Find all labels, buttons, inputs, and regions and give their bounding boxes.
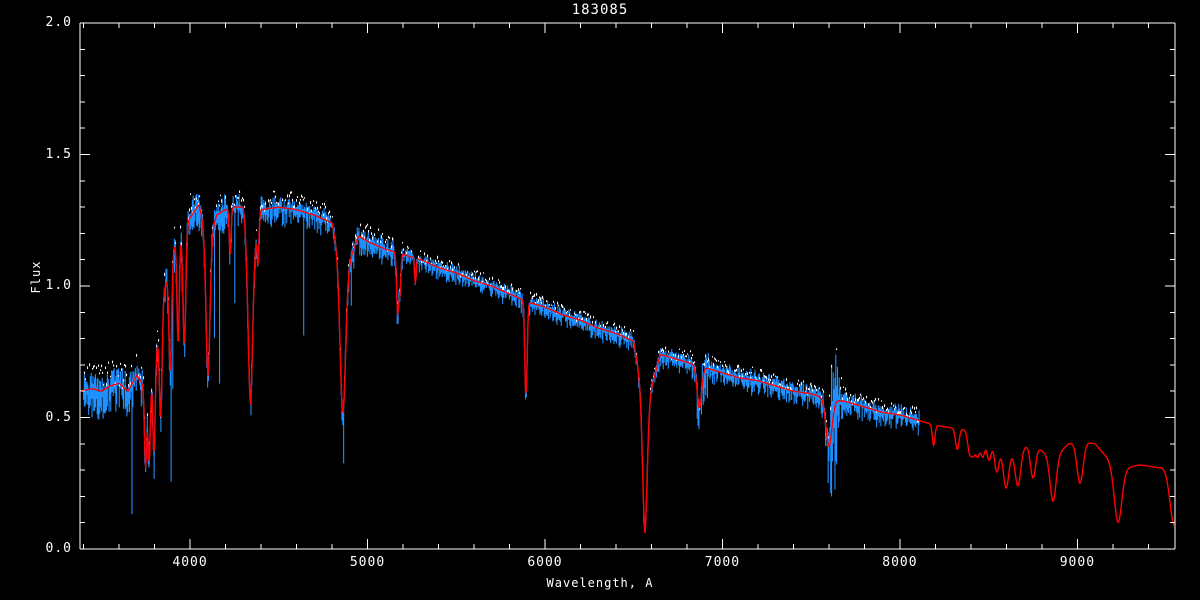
continuum-highlight-trace xyxy=(84,190,920,525)
continuum-highlight-path xyxy=(84,190,920,525)
y-tick-label: 0.5 xyxy=(45,409,72,425)
y-tick-label: 2.0 xyxy=(45,15,72,30)
x-tick-label: 8000 xyxy=(882,555,918,570)
y-tick-label: 1.5 xyxy=(45,146,72,162)
page-title: 183085 xyxy=(571,2,629,18)
x-tick-label: 7000 xyxy=(704,555,741,570)
x-tick-label: 6000 xyxy=(527,555,563,570)
x-tick-label: 5000 xyxy=(349,555,386,570)
model-fit-path xyxy=(79,204,1175,534)
model-fit-trace xyxy=(79,204,1175,534)
x-tick-label: 9000 xyxy=(1059,555,1096,570)
x-axis-label: Wavelength, A xyxy=(546,576,654,590)
x-tick-label: 4000 xyxy=(172,555,208,570)
y-tick-label: 0.0 xyxy=(45,541,72,556)
y-tick-label: 1.0 xyxy=(45,278,72,293)
